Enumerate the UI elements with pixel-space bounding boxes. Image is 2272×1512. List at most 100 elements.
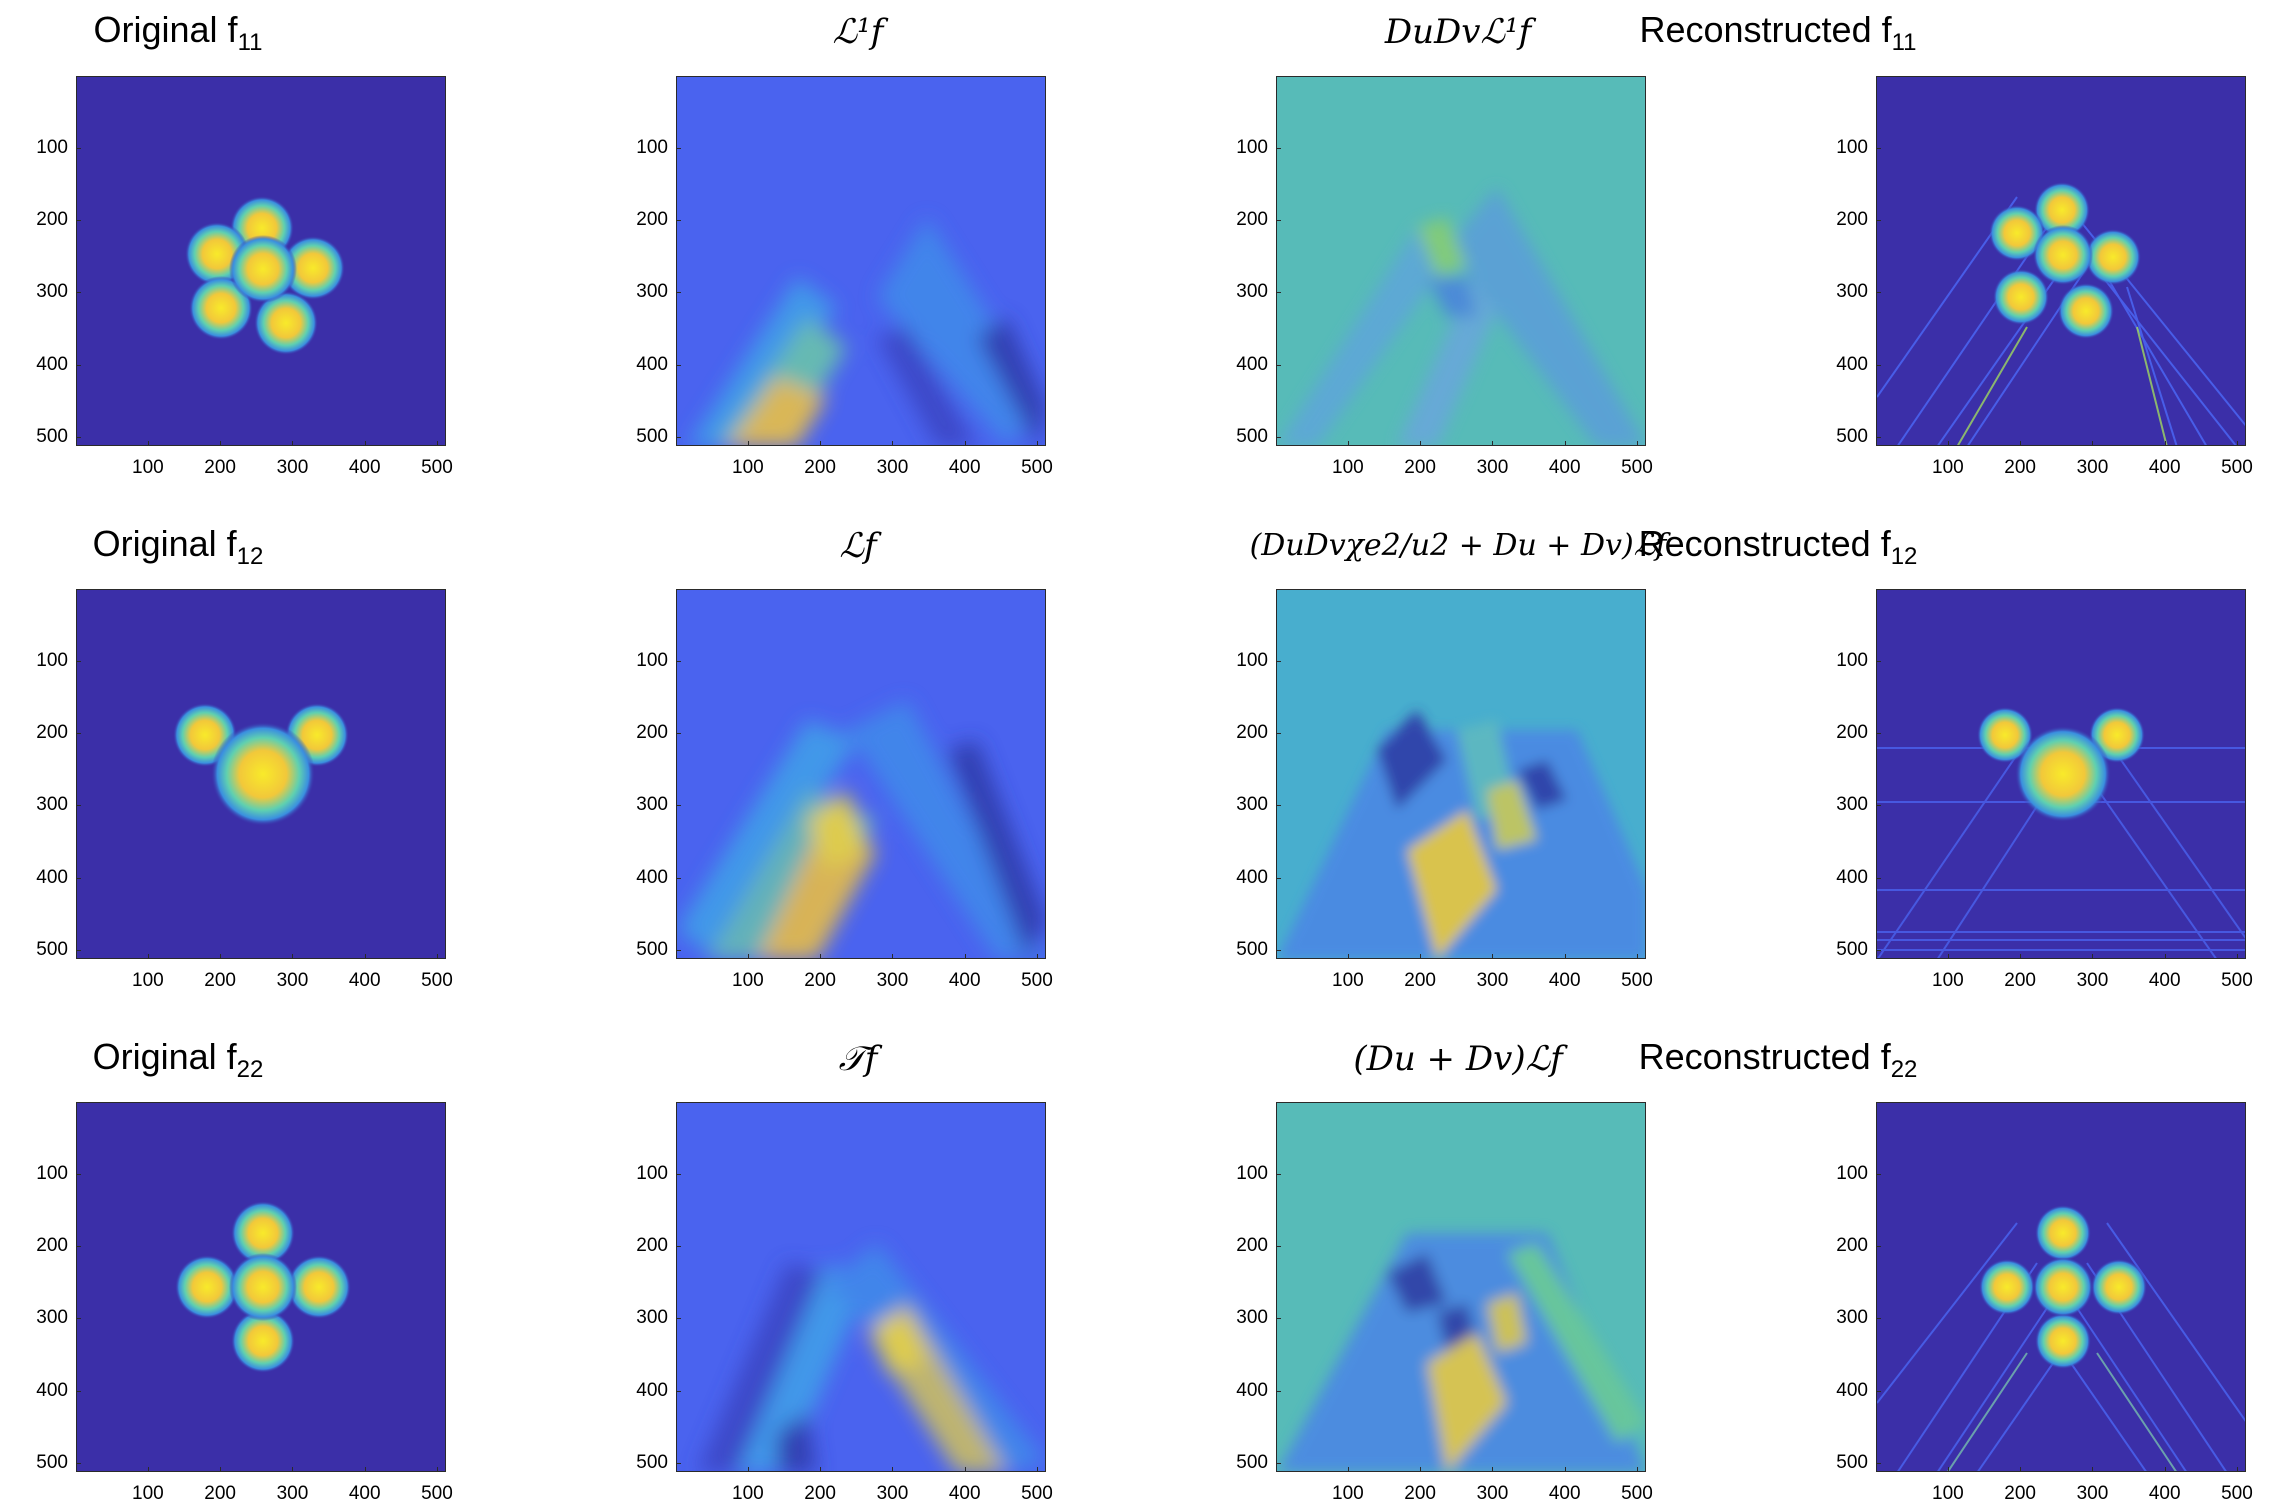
x-tick-label: 200 <box>204 1483 236 1504</box>
x-tick-label: 500 <box>421 457 453 478</box>
y-tick-label: 300 <box>636 794 668 816</box>
x-tick-label: 300 <box>1476 970 1509 991</box>
y-tick-mark <box>676 1173 681 1175</box>
x-tick-mark <box>1420 954 1422 959</box>
x-tick-mark <box>892 1467 894 1472</box>
y-tick-mark <box>1876 1390 1881 1392</box>
x-tick-mark <box>1347 954 1349 959</box>
y-tick-mark <box>1876 949 1881 951</box>
x-tick-label: 400 <box>2148 457 2181 478</box>
x-tick-mark <box>1947 1467 1949 1472</box>
x-tick-label: 400 <box>1548 970 1581 991</box>
x-tick-mark <box>436 441 438 446</box>
y-tick-label: 100 <box>1836 136 1868 158</box>
y-tick-label: 500 <box>36 938 68 960</box>
y-tick-mark <box>1276 1390 1281 1392</box>
title-transform-row2: ℒf <box>839 526 877 566</box>
x-tick-mark <box>2164 441 2166 446</box>
x-tick-mark <box>1420 441 1422 446</box>
x-tick-mark <box>147 441 149 446</box>
x-tick-label: 400 <box>948 970 981 991</box>
y-tick-mark <box>676 1462 681 1464</box>
image-original-f12 <box>76 589 446 959</box>
y-tick-label: 400 <box>1836 1379 1868 1401</box>
y-tick-label: 200 <box>36 722 68 744</box>
x-tick-label: 500 <box>1621 1483 1653 1504</box>
image-reconstructed-f12 <box>1876 589 2246 959</box>
image-transform-row1 <box>676 76 1046 446</box>
x-tick-label: 300 <box>2076 1483 2109 1504</box>
image-transform-row3 <box>676 1102 1046 1472</box>
y-tick-mark <box>676 877 681 879</box>
y-tick-label: 500 <box>1236 938 1268 960</box>
x-tick-label: 400 <box>1548 1483 1581 1504</box>
y-tick-mark <box>1276 436 1281 438</box>
y-tick-mark <box>1276 949 1281 951</box>
x-tick-mark <box>2020 441 2022 446</box>
x-tick-mark <box>1347 441 1349 446</box>
y-tick-mark <box>1876 660 1881 662</box>
y-tick-mark <box>76 364 81 366</box>
x-tick-mark <box>292 954 294 959</box>
x-tick-label: 200 <box>804 1483 836 1504</box>
x-tick-label: 400 <box>948 1483 981 1504</box>
x-tick-label: 500 <box>1621 457 1653 478</box>
x-tick-mark <box>292 1467 294 1472</box>
x-tick-label: 300 <box>1476 457 1509 478</box>
x-tick-mark <box>964 1467 966 1472</box>
y-tick-mark <box>1876 805 1881 807</box>
y-tick-label: 300 <box>36 1307 68 1329</box>
y-tick-mark <box>1276 877 1281 879</box>
y-tick-label: 200 <box>1236 209 1268 231</box>
x-tick-label: 500 <box>1021 970 1053 991</box>
y-tick-label: 500 <box>636 1451 668 1473</box>
image-derivative-row2 <box>1276 589 1646 959</box>
title-derivative-row2: (DuDvχe2/u2 + Du + Dv)ℒf <box>1249 528 1667 563</box>
y-tick-mark <box>76 1173 81 1175</box>
x-tick-mark <box>436 954 438 959</box>
x-tick-label: 500 <box>1621 970 1653 991</box>
y-tick-label: 400 <box>636 866 668 888</box>
y-tick-label: 200 <box>1236 722 1268 744</box>
title-reconstructed-f11: Reconstructed f11 <box>1639 9 1917 57</box>
image-transform-row2 <box>676 589 1046 959</box>
y-tick-label: 100 <box>1836 649 1868 671</box>
y-tick-label: 500 <box>1836 1451 1868 1473</box>
title-original-f11: Original f11 <box>93 9 263 57</box>
y-tick-mark <box>676 1318 681 1320</box>
y-tick-label: 200 <box>1836 722 1868 744</box>
x-tick-label: 500 <box>2221 457 2253 478</box>
y-tick-label: 300 <box>636 281 668 303</box>
x-tick-mark <box>2092 1467 2094 1472</box>
x-tick-label: 100 <box>1332 970 1364 991</box>
x-tick-label: 100 <box>1332 1483 1364 1504</box>
x-tick-label: 200 <box>2004 970 2036 991</box>
y-tick-label: 200 <box>1236 1235 1268 1257</box>
image-reconstructed-f11 <box>1876 76 2246 446</box>
y-tick-mark <box>1276 220 1281 222</box>
x-tick-label: 400 <box>348 1483 381 1504</box>
x-tick-label: 500 <box>1021 457 1053 478</box>
x-tick-mark <box>1564 1467 1566 1472</box>
x-tick-mark <box>1492 954 1494 959</box>
y-tick-label: 100 <box>1236 136 1268 158</box>
y-tick-mark <box>676 805 681 807</box>
x-tick-label: 300 <box>1476 1483 1509 1504</box>
x-tick-mark <box>2092 954 2094 959</box>
x-tick-mark <box>1036 1467 1038 1472</box>
y-tick-mark <box>1276 805 1281 807</box>
y-tick-label: 500 <box>1836 425 1868 447</box>
y-tick-mark <box>1876 292 1881 294</box>
y-tick-label: 500 <box>636 425 668 447</box>
x-tick-label: 400 <box>1548 457 1581 478</box>
y-tick-label: 200 <box>636 209 668 231</box>
title-derivative-row1: DuDvℒ¹f <box>1384 12 1532 52</box>
x-tick-mark <box>1347 1467 1349 1472</box>
x-tick-label: 100 <box>732 970 764 991</box>
x-tick-label: 500 <box>2221 970 2253 991</box>
x-tick-mark <box>2236 1467 2238 1472</box>
x-tick-mark <box>964 954 966 959</box>
y-tick-label: 400 <box>36 1379 68 1401</box>
y-tick-label: 100 <box>1236 649 1268 671</box>
x-tick-mark <box>1636 441 1638 446</box>
